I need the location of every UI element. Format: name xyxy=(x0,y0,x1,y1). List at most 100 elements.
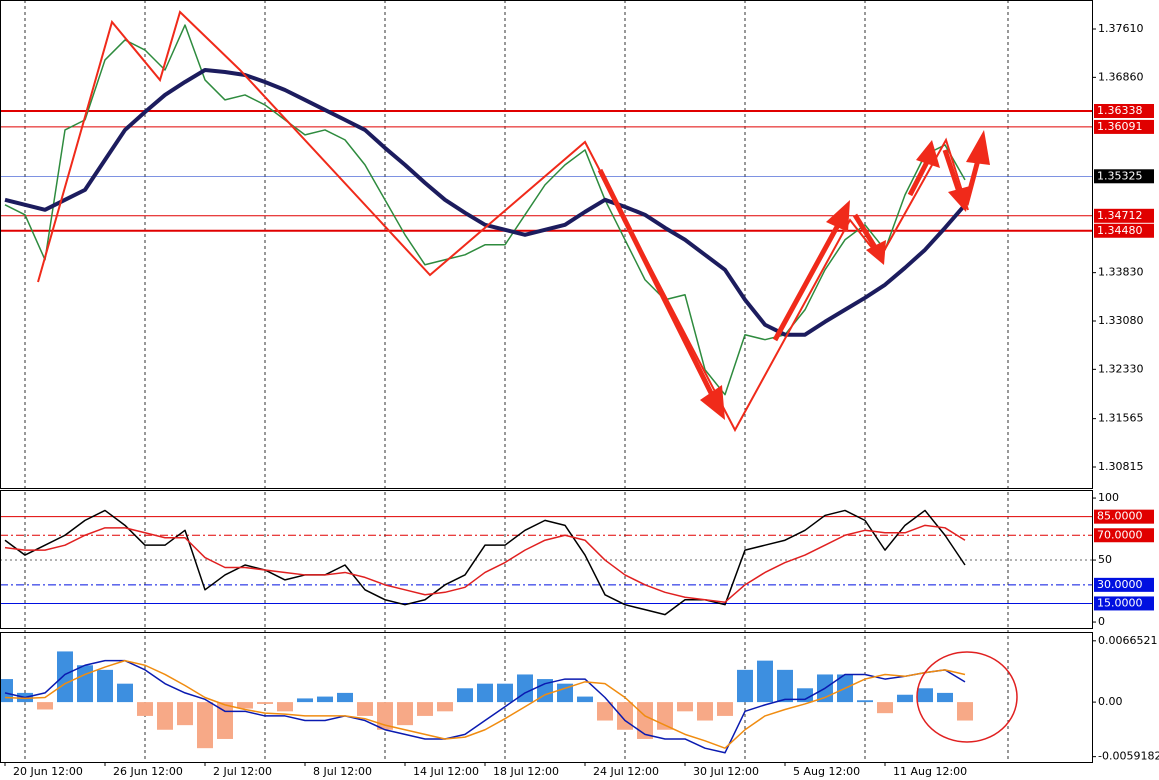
histogram-bar xyxy=(37,702,53,710)
histogram-bar xyxy=(137,702,153,716)
x-tick-label: 11 Aug 12:00 xyxy=(893,765,967,778)
level-label-text: 1.34480 xyxy=(1097,224,1143,237)
y-tick-label: 1.30815 xyxy=(1098,460,1144,473)
histogram-bar xyxy=(617,702,633,730)
series-line xyxy=(4,524,966,603)
x-tick-label: 14 Jul 12:00 xyxy=(413,765,479,778)
arrows xyxy=(597,130,990,420)
histogram-bar xyxy=(857,700,873,703)
highlight-ellipse xyxy=(916,651,1018,743)
histogram-bar xyxy=(77,665,93,703)
histogram-bar xyxy=(477,683,493,703)
histogram-bar xyxy=(557,683,573,703)
level-label-box xyxy=(1094,528,1154,543)
histogram-bar xyxy=(677,702,693,712)
level-label-text: 1.36091 xyxy=(1097,120,1143,133)
histogram-bar xyxy=(757,660,773,703)
histogram-bar xyxy=(0,679,13,703)
histogram-bar xyxy=(597,702,613,721)
y-tick-label: 1.33080 xyxy=(1098,314,1144,327)
level-label: 1.34480 xyxy=(1094,223,1154,238)
level-label-text: 30.0000 xyxy=(1097,578,1143,591)
series-line xyxy=(4,24,966,396)
series-line xyxy=(4,659,966,749)
y-tick-label: 1.32330 xyxy=(1098,362,1144,375)
level-label: 1.36338 xyxy=(1094,103,1154,118)
level-label-text: 15.0000 xyxy=(1097,596,1143,609)
level-label-box xyxy=(1094,509,1154,524)
x-tick-label: 8 Jul 12:00 xyxy=(313,765,372,778)
level-label: 70.0000 xyxy=(1094,528,1154,543)
histogram-bar xyxy=(697,702,713,721)
histogram-bar xyxy=(737,669,753,703)
level-label-box xyxy=(1094,208,1154,223)
level-label: 1.35325 xyxy=(1094,169,1154,184)
histogram-bar xyxy=(937,692,953,703)
y-tick-label: 1.31565 xyxy=(1098,412,1144,425)
level-label: 1.34712 xyxy=(1094,208,1154,223)
level-label-text: 1.34712 xyxy=(1097,209,1143,222)
y-tick-label: -0.0059182 xyxy=(1098,750,1159,763)
histogram-bar xyxy=(877,702,893,714)
histogram-bar xyxy=(777,669,793,703)
level-label: 85.0000 xyxy=(1094,510,1154,524)
x-tick-label: 2 Jul 12:00 xyxy=(213,765,272,778)
level-label-box xyxy=(1094,596,1154,611)
y-tick-label: 0 xyxy=(1098,615,1105,628)
y-tick-label: 0.00 xyxy=(1098,695,1123,708)
level-label-text: 70.0000 xyxy=(1097,528,1143,541)
histogram-bar xyxy=(357,702,373,716)
histogram-bar xyxy=(417,702,433,716)
y-tick-label: 1.36860 xyxy=(1098,70,1144,83)
annotations xyxy=(37,10,969,433)
y-tick-label: 0.0066521 xyxy=(1098,634,1158,647)
histogram-bar xyxy=(157,702,173,730)
panel-borders xyxy=(0,0,1093,763)
level-label-box xyxy=(1094,223,1154,238)
level-label-text: 1.36338 xyxy=(1097,104,1143,117)
x-tick-label: 20 Jun 12:00 xyxy=(13,765,83,778)
histogram-bar xyxy=(277,702,293,712)
x-tick-label: 24 Jul 12:00 xyxy=(593,765,659,778)
level-label: 1.36091 xyxy=(1094,119,1154,134)
histogram-bar xyxy=(517,674,533,703)
x-tick-label: 26 Jun 12:00 xyxy=(113,765,183,778)
series-line xyxy=(4,67,967,337)
y-tick-label: 50 xyxy=(1098,553,1112,566)
level-label: 15.0000 xyxy=(1094,596,1154,611)
histogram-bar xyxy=(437,702,453,712)
histogram-bar xyxy=(637,702,653,739)
period-separators xyxy=(24,0,1009,762)
level-label-box xyxy=(1094,119,1154,134)
histogram-bar xyxy=(317,696,333,703)
y-tick-label: 1.33830 xyxy=(1098,266,1144,279)
histogram-bar xyxy=(117,683,133,703)
y-tick-label: 100 xyxy=(1098,491,1119,504)
histogram-bar xyxy=(397,702,413,726)
histogram-bar xyxy=(457,688,473,703)
x-tick-label: 5 Aug 12:00 xyxy=(793,765,860,778)
x-tick-label: 18 Jul 12:00 xyxy=(493,765,559,778)
histogram-bar xyxy=(957,702,973,721)
histogram-bar xyxy=(237,702,253,709)
level-label-text: 85.0000 xyxy=(1097,510,1143,523)
histogram-bar xyxy=(97,669,113,703)
histogram-bar xyxy=(297,698,313,703)
histogram-bar xyxy=(897,694,913,703)
series-line xyxy=(4,509,966,616)
histogram-bar xyxy=(717,702,733,716)
level-label-box xyxy=(1094,103,1154,118)
histogram-bar xyxy=(917,688,933,703)
level-label-text: 1.35325 xyxy=(1097,169,1143,182)
y-tick-label: 1.37610 xyxy=(1098,22,1144,35)
histogram-bar xyxy=(57,651,73,703)
x-tick-label: 30 Jul 12:00 xyxy=(693,765,759,778)
level-label: 30.0000 xyxy=(1094,577,1154,592)
histogram-bar xyxy=(197,702,213,749)
histogram-bar xyxy=(497,683,513,703)
histogram-bar xyxy=(377,702,393,730)
histogram-bar xyxy=(577,696,593,703)
series-line xyxy=(4,659,966,754)
